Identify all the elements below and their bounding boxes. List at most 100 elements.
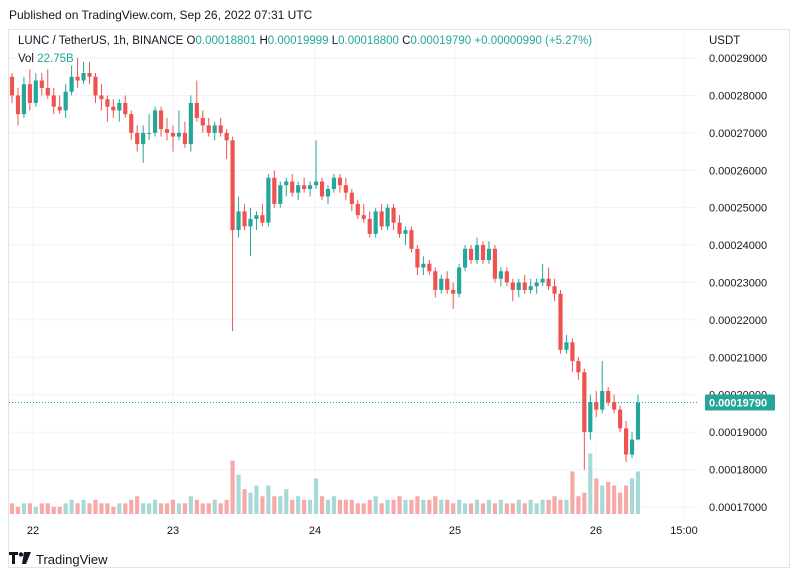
- ohlc-legend: LUNC / TetherUS, 1h, BINANCE O0.00018801…: [18, 35, 592, 47]
- x-tick-label: 24: [309, 525, 321, 537]
- published-caption: Published on TradingView.com, Sep 26, 20…: [9, 8, 313, 22]
- y-tick-label: 0.00027000: [709, 128, 767, 140]
- volume-bar: [254, 485, 259, 514]
- volume-bar: [75, 503, 80, 514]
- candle-body: [463, 248, 468, 268]
- volume-bar: [45, 503, 50, 514]
- volume-bar: [635, 471, 641, 514]
- volume-bar: [534, 503, 539, 514]
- candle-body: [516, 282, 521, 290]
- y-tick-label: 0.00024000: [709, 240, 767, 252]
- volume-bar: [57, 506, 62, 514]
- volume-bar: [123, 503, 128, 514]
- candle-body: [164, 129, 170, 133]
- close-label: C: [402, 35, 411, 47]
- candle-body: [588, 402, 593, 433]
- candlesticks: [9, 58, 641, 470]
- currency-label: USDT: [709, 35, 741, 47]
- candle-body: [93, 76, 98, 96]
- x-tick-label: 25: [449, 525, 461, 537]
- candle-body: [319, 181, 325, 197]
- candle-body: [445, 278, 450, 290]
- volume-legend: Vol 22.75B: [18, 53, 74, 65]
- candle-body: [248, 218, 253, 227]
- volume-bar: [206, 503, 211, 514]
- candle-body: [9, 76, 15, 96]
- volume-bar: [141, 503, 146, 514]
- volume-bar: [51, 506, 56, 514]
- volume-bar: [260, 496, 265, 514]
- candle-body: [522, 282, 527, 290]
- candle-body: [254, 215, 259, 219]
- brand-name: TradingView: [36, 552, 108, 567]
- volume-bar: [468, 503, 474, 514]
- candle-body: [129, 114, 134, 133]
- x-tick-label: 23: [167, 525, 179, 537]
- candle-body: [612, 402, 617, 410]
- volume-bar: [308, 499, 313, 514]
- candle-body: [313, 181, 319, 186]
- candle-body: [474, 245, 480, 261]
- volume-bar: [313, 478, 319, 514]
- volume-bar: [152, 499, 158, 514]
- candle-body: [391, 207, 396, 223]
- candle-body: [218, 125, 223, 133]
- volume-bar: [194, 499, 199, 514]
- candle-body: [296, 185, 301, 193]
- volume-bar: [212, 499, 217, 514]
- volume-bar: [522, 503, 527, 514]
- volume-bar: [427, 499, 432, 514]
- x-tick-label: 26: [590, 525, 602, 537]
- volume-bar: [93, 499, 98, 514]
- candle-body: [486, 248, 492, 261]
- candle-body: [182, 132, 187, 145]
- volume-bar: [379, 503, 384, 514]
- candle-body: [629, 439, 635, 455]
- candle-body: [570, 342, 575, 362]
- volume-bar: [355, 503, 360, 514]
- volume-bar: [182, 503, 187, 514]
- candle-body: [200, 117, 205, 126]
- symbol-title[interactable]: LUNC / TetherUS, 1h, BINANCE: [18, 35, 184, 47]
- candle-body: [57, 106, 62, 111]
- candle-body: [152, 110, 158, 133]
- candle-body: [147, 132, 152, 134]
- volume-bar: [230, 460, 235, 514]
- volume-bar: [200, 503, 205, 514]
- candle-body: [135, 132, 140, 145]
- volume-bar: [606, 482, 611, 514]
- volume-bar: [337, 499, 342, 514]
- volume-bar: [618, 492, 623, 514]
- candle-body: [81, 73, 86, 81]
- candle-body: [600, 390, 605, 410]
- low-label: L: [331, 35, 339, 47]
- candle-body: [451, 289, 456, 294]
- price-axis[interactable]: 0.000170000.000180000.000190000.00020000…: [709, 53, 767, 514]
- candle-body: [105, 99, 110, 107]
- y-tick-label: 0.00022000: [709, 315, 767, 327]
- candle-body: [111, 106, 116, 111]
- volume-bar: [266, 485, 271, 514]
- volume-bar: [111, 506, 116, 514]
- candle-body: [266, 177, 271, 223]
- x-tick-label: 22: [27, 525, 39, 537]
- volume-bar: [433, 496, 438, 514]
- open-value: 0.00018801: [195, 35, 257, 47]
- time-axis[interactable]: 22 23 24 25 26 15:00: [27, 525, 698, 537]
- candle-body: [331, 177, 337, 189]
- last-price-badge: [705, 394, 775, 411]
- volume-bar: [242, 489, 247, 514]
- volume-bar: [284, 489, 289, 514]
- high-label: H: [259, 35, 268, 47]
- volume-bar: [552, 496, 557, 514]
- volume-bar: [15, 506, 21, 514]
- volume-bar: [373, 496, 378, 514]
- x-tick-label: 15:00: [670, 525, 698, 537]
- candle-body: [558, 293, 563, 350]
- low-value: 0.00018800: [338, 35, 399, 47]
- candle-body: [272, 177, 277, 204]
- volume-bar: [588, 453, 593, 514]
- volume-bar: [39, 503, 44, 514]
- volume-bar: [367, 499, 372, 514]
